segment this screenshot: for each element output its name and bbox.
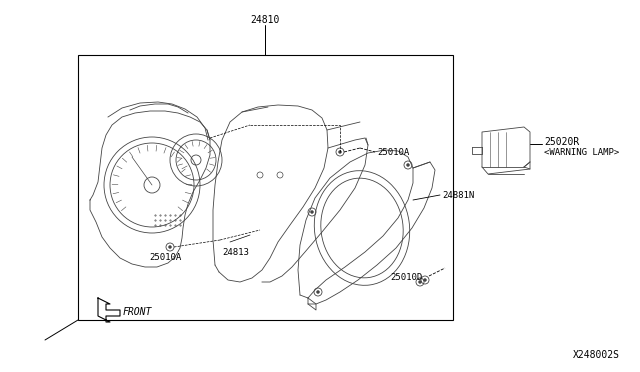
Circle shape — [424, 279, 426, 282]
Text: 25020R: 25020R — [544, 137, 579, 147]
Text: 24813: 24813 — [222, 248, 249, 257]
Text: 25010A: 25010A — [149, 253, 181, 263]
Circle shape — [310, 211, 314, 214]
Text: 24810: 24810 — [250, 15, 280, 25]
Text: <WARNING LAMP>: <WARNING LAMP> — [544, 148, 620, 157]
Circle shape — [339, 151, 342, 154]
Text: X248002S: X248002S — [573, 350, 620, 360]
Text: 25010A: 25010A — [377, 148, 409, 157]
Circle shape — [317, 291, 319, 294]
Text: 24881N: 24881N — [442, 190, 474, 199]
Circle shape — [406, 164, 410, 167]
Text: FRONT: FRONT — [123, 307, 152, 317]
Circle shape — [168, 246, 172, 248]
Circle shape — [419, 280, 422, 283]
Bar — [78, 55, 453, 320]
Text: 25010D: 25010D — [390, 273, 422, 282]
